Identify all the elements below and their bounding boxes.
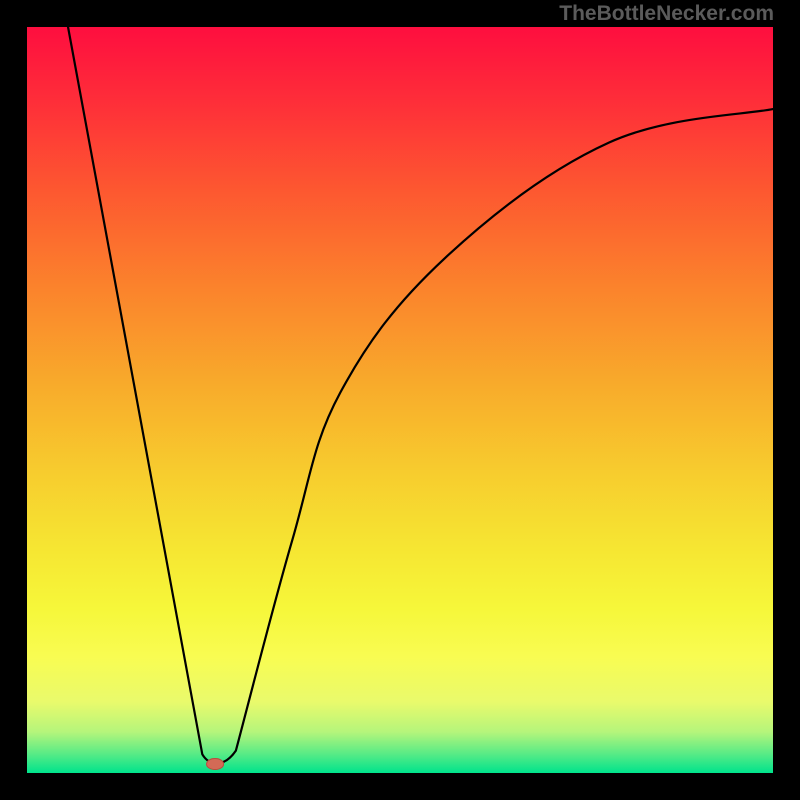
watermark-text: TheBottleNecker.com: [559, 2, 774, 26]
bottleneck-curve: [27, 27, 773, 773]
curve-path: [68, 27, 773, 763]
chart-frame: TheBottleNecker.com: [0, 0, 800, 800]
optimal-marker: [206, 758, 224, 770]
plot-area: [27, 27, 773, 773]
